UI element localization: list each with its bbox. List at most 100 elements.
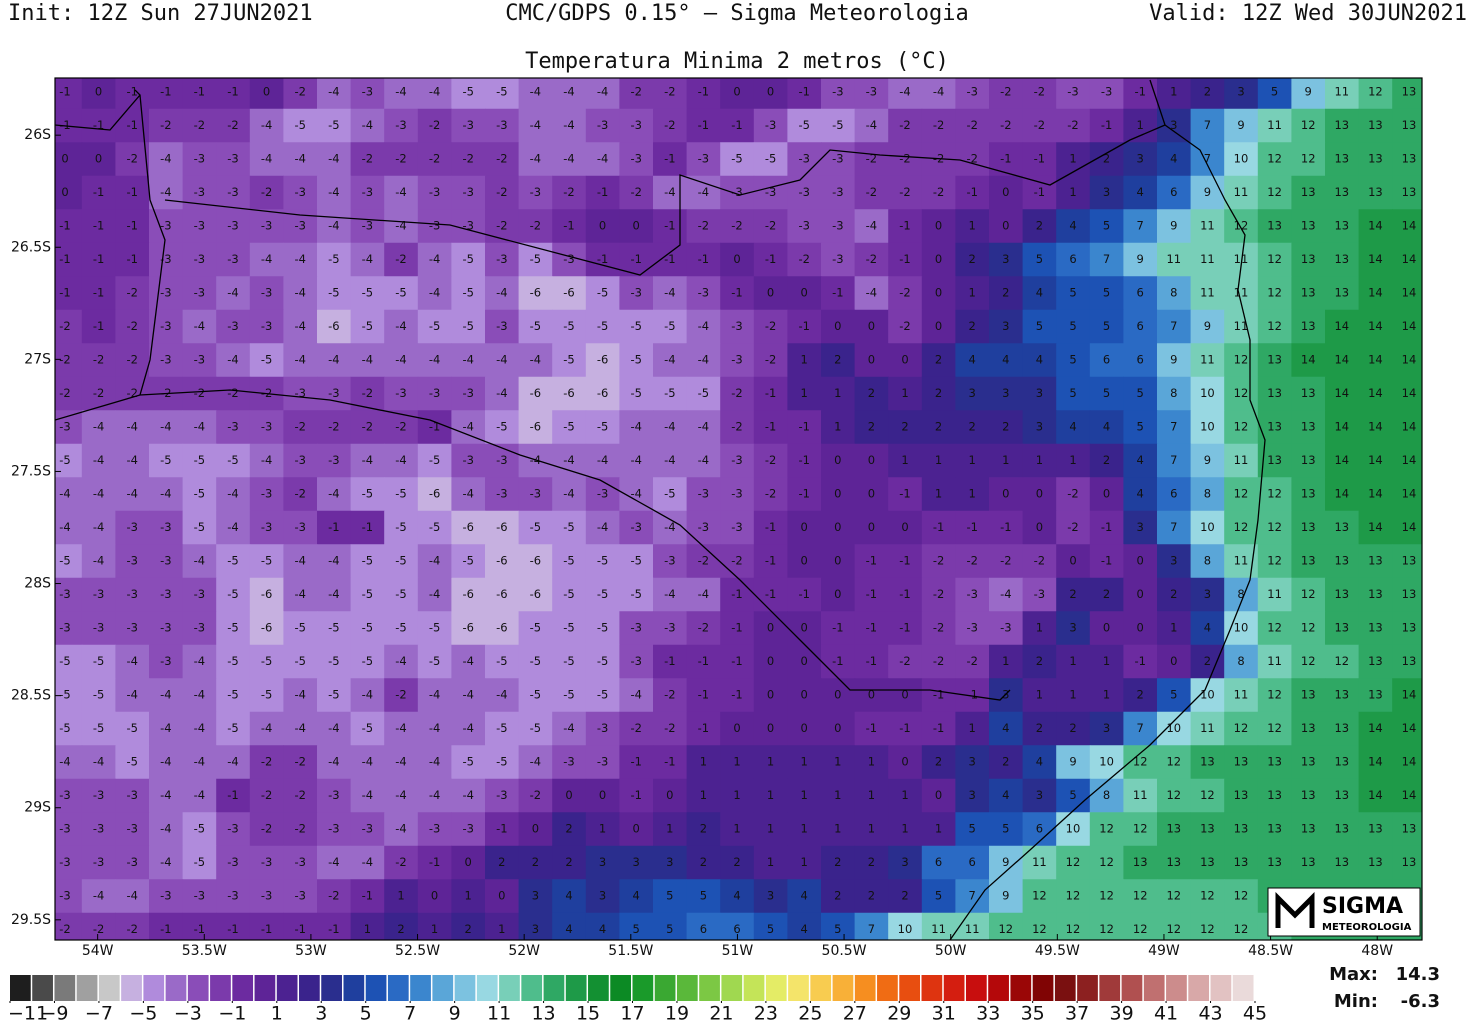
field-cell bbox=[686, 644, 721, 679]
field-value: 0 bbox=[767, 688, 774, 702]
field-value: 0 bbox=[431, 889, 438, 903]
field-cell bbox=[81, 745, 116, 780]
field-cell bbox=[417, 544, 452, 579]
field-cell bbox=[753, 175, 788, 210]
field-value: -2 bbox=[933, 554, 944, 568]
field-value: -3 bbox=[160, 353, 171, 367]
field-cell bbox=[1123, 376, 1158, 411]
field-cell bbox=[1089, 912, 1124, 940]
field-value: 0 bbox=[95, 152, 102, 166]
field-value: 0 bbox=[935, 286, 942, 300]
field-cell bbox=[619, 78, 654, 110]
field-value: 2 bbox=[397, 922, 404, 936]
field-cell bbox=[518, 142, 553, 177]
field-value: 0 bbox=[767, 654, 774, 668]
field-value: -4 bbox=[462, 420, 473, 434]
field-value: 4 bbox=[1137, 487, 1144, 501]
field-cell bbox=[1392, 577, 1422, 612]
field-cell bbox=[518, 812, 553, 847]
colorbar-box bbox=[1032, 975, 1054, 1001]
field-cell bbox=[1157, 544, 1192, 579]
field-cell bbox=[854, 644, 889, 679]
field-value: 11 bbox=[931, 922, 946, 936]
field-cell bbox=[720, 812, 755, 847]
field-cell bbox=[921, 845, 956, 880]
field-cell bbox=[1157, 745, 1192, 780]
field-cell bbox=[686, 845, 721, 880]
field-value: 5 bbox=[1103, 386, 1110, 400]
field-value: -4 bbox=[93, 554, 104, 568]
field-value: 0 bbox=[834, 688, 841, 702]
field-cell bbox=[283, 410, 318, 445]
field-value: -3 bbox=[227, 420, 238, 434]
field-value: -2 bbox=[126, 922, 137, 936]
field-cell bbox=[451, 376, 486, 411]
field-value: 9 bbox=[1137, 252, 1144, 266]
field-value: 13 bbox=[1334, 822, 1349, 836]
field-cell bbox=[854, 845, 889, 880]
field-value: 11 bbox=[965, 922, 980, 936]
field-value: 13 bbox=[1368, 654, 1383, 668]
colorbar-box bbox=[432, 975, 454, 1001]
field-value: 3 bbox=[1204, 587, 1211, 601]
field-value: 4 bbox=[1036, 755, 1043, 769]
field-value: -2 bbox=[563, 185, 574, 199]
field-cell bbox=[821, 711, 856, 746]
field-cell bbox=[1157, 443, 1192, 478]
field-cell bbox=[720, 410, 755, 445]
field-value: -3 bbox=[194, 219, 205, 233]
field-cell bbox=[1325, 678, 1360, 713]
field-cell bbox=[1022, 711, 1057, 746]
field-value: -3 bbox=[966, 621, 977, 635]
field-value: 0 bbox=[1002, 185, 1009, 199]
field-cell bbox=[115, 209, 150, 244]
field-value: -5 bbox=[429, 654, 440, 668]
field-cell bbox=[585, 879, 620, 914]
field-cell bbox=[720, 510, 755, 545]
field-cell bbox=[1358, 611, 1393, 646]
field-cell bbox=[1157, 410, 1192, 445]
lon-tick-label: 52.5W bbox=[395, 943, 440, 959]
field-cell bbox=[653, 644, 688, 679]
field-cell bbox=[216, 577, 251, 612]
field-cell bbox=[1157, 477, 1192, 512]
field-value: -3 bbox=[160, 219, 171, 233]
field-value: -4 bbox=[563, 721, 574, 735]
field-cell bbox=[854, 410, 889, 445]
field-cell bbox=[115, 778, 150, 813]
field-value: -5 bbox=[597, 654, 608, 668]
field-cell bbox=[216, 879, 251, 914]
colorbar-label: 21 bbox=[709, 1003, 733, 1023]
field-cell bbox=[1392, 142, 1422, 177]
field-value: -3 bbox=[126, 788, 137, 802]
field-value: 13 bbox=[1301, 386, 1316, 400]
colorbar-box bbox=[654, 975, 676, 1001]
field-value: 12 bbox=[1267, 319, 1282, 333]
field-value: -1 bbox=[160, 85, 171, 99]
field-value: -1 bbox=[362, 889, 373, 903]
field-value: 13 bbox=[1334, 219, 1349, 233]
field-cell bbox=[417, 242, 452, 277]
colorbar-box bbox=[1077, 975, 1098, 1001]
field-value: -5 bbox=[597, 420, 608, 434]
field-cell bbox=[989, 343, 1024, 378]
field-cell bbox=[1291, 108, 1326, 143]
field-value: -4 bbox=[294, 688, 305, 702]
field-value: 5 bbox=[1069, 353, 1076, 367]
field-cell bbox=[753, 443, 788, 478]
field-value: -5 bbox=[362, 286, 373, 300]
field-cell bbox=[1123, 242, 1158, 277]
field-value: -4 bbox=[933, 85, 944, 99]
field-cell bbox=[249, 544, 284, 579]
field-cell bbox=[384, 510, 419, 545]
field-cell bbox=[1358, 510, 1393, 545]
field-value: -4 bbox=[294, 721, 305, 735]
field-cell bbox=[216, 443, 251, 478]
field-value: 4 bbox=[801, 922, 808, 936]
state-border bbox=[55, 389, 1011, 701]
field-cell bbox=[753, 745, 788, 780]
lon-tick-label: 54W bbox=[82, 943, 114, 959]
field-cell bbox=[283, 142, 318, 177]
field-value: 4 bbox=[1204, 621, 1211, 635]
field-value: 3 bbox=[1137, 520, 1144, 534]
